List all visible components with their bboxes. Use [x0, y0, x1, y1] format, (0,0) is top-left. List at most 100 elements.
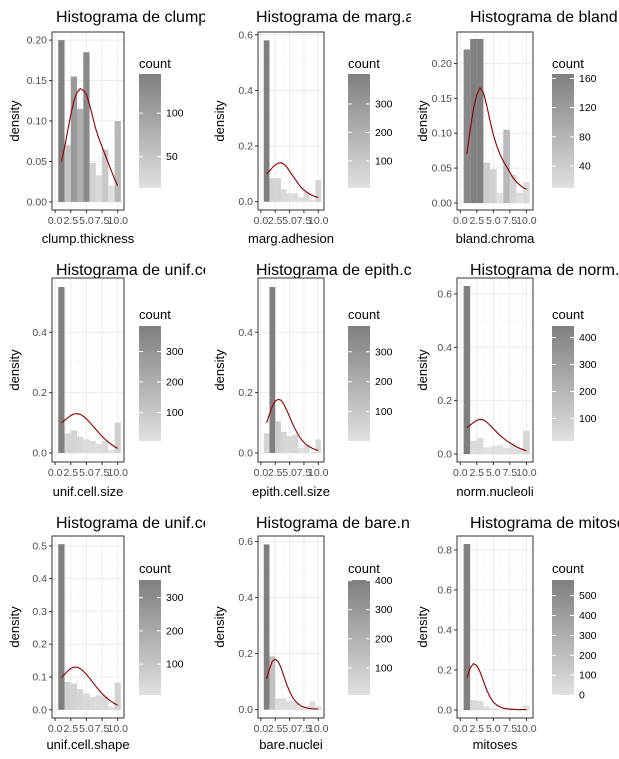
panel-border [257, 535, 325, 719]
histogram-bar [315, 706, 322, 710]
y-axis-label: density [415, 100, 430, 142]
x-tick-label: 7.5 [95, 723, 110, 735]
x-tick-label: 10.0 [108, 215, 129, 227]
x-tick-label: 2.5 [268, 723, 283, 735]
legend-tick-label: 300 [375, 604, 393, 616]
x-tick-label: 0.0 [254, 215, 269, 227]
x-tick-label: 0.0 [453, 467, 468, 479]
x-axis-label: clump.thickness [42, 231, 135, 246]
histogram-bar [523, 182, 530, 204]
histogram-bar [470, 700, 477, 710]
count-legend: count 100 200 300 [348, 56, 393, 188]
y-axis-label: density [212, 349, 227, 391]
density-line [266, 162, 319, 199]
histogram-bar [77, 436, 84, 453]
x-axis-label: bare.nuclei [259, 737, 323, 752]
histogram-bar [70, 430, 78, 453]
y-tick-label: 0.3 [32, 606, 47, 618]
x-tick-label: 0.0 [48, 723, 63, 735]
histogram-bar [108, 706, 115, 710]
legend-colorbar [348, 326, 370, 441]
x-tick-label: 7.5 [95, 467, 110, 479]
histogram-bar [83, 52, 90, 202]
histogram-bar [95, 695, 103, 710]
histogram-bar [463, 544, 471, 710]
legend-title: count [552, 56, 584, 71]
histogram-bar [58, 287, 65, 453]
legend-tick-label: 300 [166, 592, 184, 604]
chart-panel: Histograma de norm.nucleoli 0.0 0.2 0.4 0.6 0… [415, 262, 619, 499]
panel-border [456, 31, 534, 211]
legend-tick-label: 40 [579, 161, 591, 173]
y-tick-label: 0.6 [238, 536, 253, 548]
x-tick-label: 5.0 [282, 723, 297, 735]
histogram-bar [286, 701, 293, 710]
legend-tick-label: 200 [375, 633, 393, 645]
x-tick-label: 0.0 [254, 723, 269, 735]
histogram-bar [516, 447, 524, 454]
y-tick-label: 0.05 [432, 163, 453, 175]
legend-tick-label: 300 [579, 359, 597, 371]
histogram-bar [490, 446, 497, 454]
histogram-bar [490, 708, 497, 710]
histogram-bar [275, 421, 281, 453]
chart-title: Histograma de unif.cell.size [56, 262, 252, 279]
y-tick-label: 0.2 [238, 141, 253, 153]
y-tick-label: 0.10 [27, 116, 48, 128]
x-tick-label: 10.0 [308, 215, 329, 227]
histogram-bar [298, 197, 304, 202]
legend-tick-label: 300 [579, 630, 597, 642]
histogram-bar [292, 702, 299, 710]
chart-panel: Histograma de bland.chromatin 0.00 0.05 0.1… [415, 9, 619, 246]
legend-tick-label: 80 [579, 131, 591, 143]
chart-title: Histograma de marg.adhesion [256, 9, 470, 26]
x-tick-label: 7.5 [297, 215, 312, 227]
legend-title: count [552, 561, 584, 576]
histogram-bar [263, 433, 270, 453]
y-tick-label: 0.4 [32, 327, 47, 339]
histogram-bar [309, 452, 316, 453]
y-tick-label: 0.0 [437, 449, 452, 461]
density-line [466, 418, 527, 452]
x-axis-label: epith.cell.size [252, 484, 330, 499]
y-tick-label: 0.05 [27, 156, 48, 168]
legend-tick-label: 200 [166, 376, 184, 388]
y-axis-label: density [415, 606, 430, 648]
histogram-bar [95, 175, 103, 202]
y-tick-label: 0.0 [238, 196, 253, 208]
x-tick-label: 7.5 [503, 467, 518, 479]
y-tick-label: 0.2 [437, 395, 452, 407]
legend-colorbar [348, 580, 370, 695]
x-tick-label: 10.0 [308, 723, 329, 735]
histogram-bar [108, 449, 115, 453]
histogram-bar [483, 447, 491, 454]
y-tick-label: 0.15 [432, 93, 453, 105]
legend-colorbar [139, 580, 161, 695]
histogram-bar [263, 40, 270, 202]
y-tick-label: 0.2 [437, 665, 452, 677]
chart-panel: Histograma de bare.nuclei 0.0 0.2 0.4 0.6 0.0… [212, 515, 411, 752]
chart-title: Histograma de bland.chromatin [470, 9, 619, 26]
histogram-bar [280, 189, 287, 202]
x-tick-label: 2.5 [63, 723, 78, 735]
density-line [60, 666, 118, 706]
legend-colorbar [552, 580, 574, 695]
x-tick-label: 2.5 [470, 723, 485, 735]
legend-title: count [348, 56, 380, 71]
histogram-bar [83, 439, 90, 453]
histogram-bar [102, 149, 109, 202]
legend-tick-label: 100 [375, 406, 393, 418]
x-tick-label: 10.0 [108, 723, 129, 735]
x-tick-label: 2.5 [470, 467, 485, 479]
histogram-bar [108, 185, 115, 202]
y-tick-label: 0.5 [32, 540, 47, 552]
chart-title: Histograma de clump.thickness [56, 9, 278, 26]
density-line [266, 658, 319, 710]
histogram-bar [476, 438, 484, 454]
legend-tick-label: 100 [166, 108, 184, 120]
legend-tick-label: 160 [579, 73, 597, 85]
histogram-bar [64, 433, 71, 453]
legend-tick-label: 100 [375, 155, 393, 167]
histogram-bar [523, 430, 530, 454]
